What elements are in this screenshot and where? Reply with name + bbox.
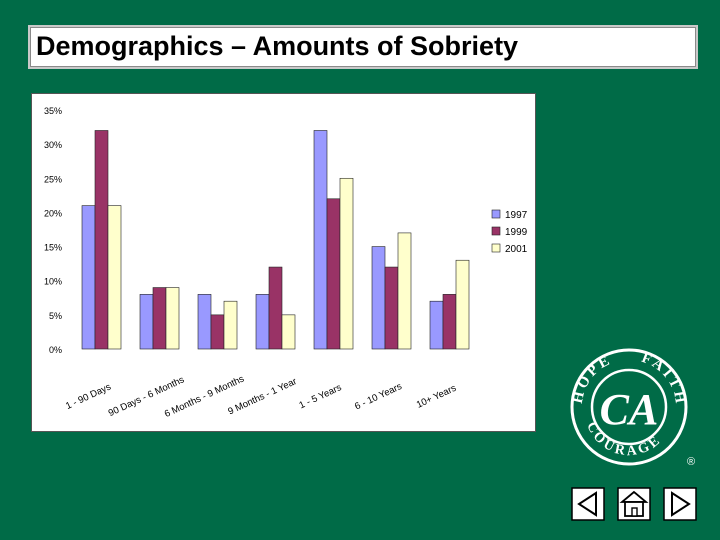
y-tick-label: 25% [44, 174, 62, 184]
y-tick-label: 30% [44, 140, 62, 150]
bar-1999 [94, 130, 109, 350]
triangle-left-icon [571, 487, 605, 521]
y-tick-label: 5% [49, 311, 62, 321]
legend-swatch-1997 [491, 209, 501, 219]
bar-1997 [255, 294, 270, 350]
bar-2001 [223, 300, 238, 350]
bar-1997 [197, 294, 212, 350]
legend-label-2001: 2001 [505, 244, 528, 255]
triangle-right-icon [663, 487, 697, 521]
y-tick-label: 0% [49, 345, 62, 355]
home-button[interactable] [617, 487, 651, 521]
x-tick-label: 1 - 90 Days [64, 381, 113, 412]
bar-2001 [281, 314, 296, 350]
bar-2001 [107, 205, 122, 350]
legend-label-1999: 1999 [505, 227, 528, 238]
bar-1997 [313, 130, 328, 350]
slide-title: Demographics – Amounts of Sobriety [36, 31, 519, 61]
legend-label-1997: 1997 [505, 210, 528, 221]
ca-logo: HOPE FAITH COURAGE CA ® [563, 347, 698, 472]
logo-registered-mark: ® [687, 456, 695, 467]
legend-swatch-2001 [491, 243, 501, 253]
bar-2001 [455, 259, 470, 350]
previous-slide-button[interactable] [571, 487, 605, 521]
bar-1999 [268, 266, 283, 350]
x-tick-label: 1 - 5 Years [298, 382, 344, 411]
bar-1999 [326, 198, 341, 350]
y-tick-label: 15% [44, 243, 62, 253]
home-icon [617, 487, 651, 521]
bar-1997 [81, 205, 96, 350]
chart-panel: 0% 5% 10% 15% 20% 25% 30% 35% 1 - 90 Days 90 Day… [31, 93, 536, 432]
y-tick-label: 35% [44, 106, 62, 116]
x-tick-label: 10+ Years [415, 383, 458, 411]
y-tick-label: 20% [44, 208, 62, 218]
bar-1997 [139, 294, 154, 350]
x-tick-label: 6 - 10 Years [353, 381, 404, 413]
legend-swatch-1999 [491, 226, 501, 236]
bar-2001 [339, 177, 354, 350]
bar-1997 [429, 300, 444, 350]
bar-2001 [165, 287, 180, 350]
bar-2001 [397, 232, 412, 350]
bar-1999 [442, 294, 457, 350]
bar-1999 [384, 266, 399, 350]
slide-title-box: Demographics – Amounts of Sobriety [28, 25, 698, 69]
bar-1997 [371, 246, 386, 350]
next-slide-button[interactable] [663, 487, 697, 521]
bar-1999 [210, 314, 225, 350]
bar-1999 [152, 287, 167, 350]
logo-monogram: CA [600, 385, 659, 434]
y-tick-label: 10% [44, 277, 62, 287]
